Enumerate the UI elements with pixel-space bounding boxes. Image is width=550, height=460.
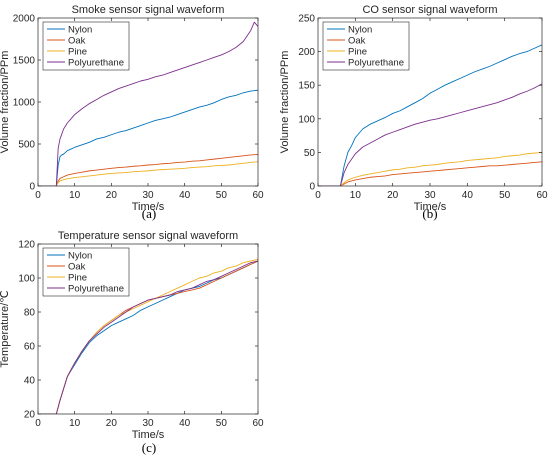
y-tick-label: 100 — [298, 114, 315, 125]
panel-label-c: (c) — [142, 440, 156, 455]
x-tick-label: 60 — [252, 418, 264, 429]
series-line-pine — [318, 151, 542, 186]
x-tick-label: 0 — [315, 190, 321, 201]
x-tick-label: 20 — [387, 190, 399, 201]
x-tick-label: 10 — [69, 190, 81, 201]
x-tick-label: 40 — [462, 190, 474, 201]
legend-label-nylon: Nylon — [68, 25, 92, 36]
legend-label-pine: Pine — [68, 47, 87, 58]
x-tick-label: 0 — [35, 190, 41, 201]
y-tick-label: 1000 — [13, 98, 36, 109]
chart-title: CO sensor signal waveform — [362, 4, 497, 16]
y-axis-label: Temperature/℃ — [0, 290, 11, 367]
x-axis-label: Time/s — [132, 429, 165, 441]
chart-panel-b: 0 10 20 30 40 50 60 0 50 100 150 200 250 CO sensor si… — [279, 4, 548, 221]
y-tick-label: 500 — [18, 140, 35, 151]
x-tick-label: 30 — [142, 190, 154, 201]
series-line-nylon — [318, 44, 542, 186]
x-tick-label: 40 — [179, 190, 191, 201]
series-line-pine — [38, 161, 258, 186]
y-tick-label: 0 — [29, 182, 35, 193]
x-tick-label: 50 — [216, 418, 228, 429]
x-tick-label: 20 — [106, 190, 118, 201]
y-tick-label: 80 — [24, 308, 36, 319]
x-tick-label: 10 — [350, 190, 362, 201]
panel-label-b: (b) — [422, 206, 437, 221]
y-axis-label: Volume fraction/PPm — [279, 51, 291, 154]
legend-label-oak: Oak — [68, 262, 86, 273]
y-tick-label: 1500 — [13, 56, 36, 67]
legend-label-oak: Oak — [68, 36, 86, 47]
y-tick-label: 40 — [24, 376, 36, 387]
legend-label-polyurethane: Polyurethane — [68, 58, 124, 69]
x-axis-label: Time/s — [414, 201, 447, 213]
x-tick-label: 20 — [106, 418, 118, 429]
series-line-nylon — [38, 89, 258, 186]
y-tick-label: 0 — [309, 182, 315, 193]
series-lines — [318, 44, 542, 186]
series-line-polyurethane — [38, 21, 258, 186]
x-tick-label: 0 — [35, 418, 41, 429]
y-tick-label: 120 — [18, 240, 35, 251]
x-tick-label: 60 — [536, 190, 548, 201]
y-tick-label: 20 — [24, 410, 36, 421]
x-tick-label: 30 — [142, 418, 154, 429]
x-tick-label: 10 — [69, 418, 81, 429]
series-line-oak — [318, 161, 542, 186]
x-tick-label: 60 — [252, 190, 264, 201]
legend-label-oak: Oak — [348, 36, 366, 47]
y-tick-label: 250 — [298, 14, 315, 25]
chart-panel-a: 0 10 20 30 40 50 60 0 500 1000 1500 2000 Smoke senso… — [0, 4, 264, 221]
legend-label-pine: Pine — [68, 273, 87, 284]
x-tick-label: 50 — [499, 190, 511, 201]
series-lines — [38, 21, 258, 186]
x-tick-label: 30 — [424, 190, 436, 201]
legend-label-nylon: Nylon — [348, 25, 372, 36]
x-tick-label: 40 — [179, 418, 191, 429]
chart-title: Smoke sensor signal waveform — [72, 4, 225, 16]
x-tick-label: 50 — [216, 190, 228, 201]
series-line-polyurethane — [318, 83, 542, 186]
y-tick-label: 60 — [24, 342, 36, 353]
y-tick-label: 200 — [298, 47, 315, 58]
series-line-oak — [38, 154, 258, 186]
series-line-polyurethane — [38, 260, 258, 414]
chart-title: Temperature sensor signal waveform — [58, 230, 238, 242]
y-tick-label: 150 — [298, 81, 315, 92]
series-lines — [38, 258, 258, 414]
legend-label-nylon: Nylon — [68, 251, 92, 262]
y-tick-label: 2000 — [13, 14, 36, 25]
chart-panel-c: 0 10 20 30 40 50 60 20 40 60 80 100 120 Temperature s… — [0, 230, 264, 455]
legend-label-pine: Pine — [348, 47, 367, 58]
y-axis-label: Volume fraction/PPm — [0, 51, 11, 154]
y-tick-label: 100 — [18, 274, 35, 285]
legend-label-polyurethane: Polyurethane — [348, 58, 404, 69]
y-tick-label: 50 — [304, 148, 316, 159]
legend-label-polyurethane: Polyurethane — [68, 284, 124, 295]
panel-label-a: (a) — [142, 206, 156, 221]
x-axis-label: Time/s — [132, 201, 165, 213]
